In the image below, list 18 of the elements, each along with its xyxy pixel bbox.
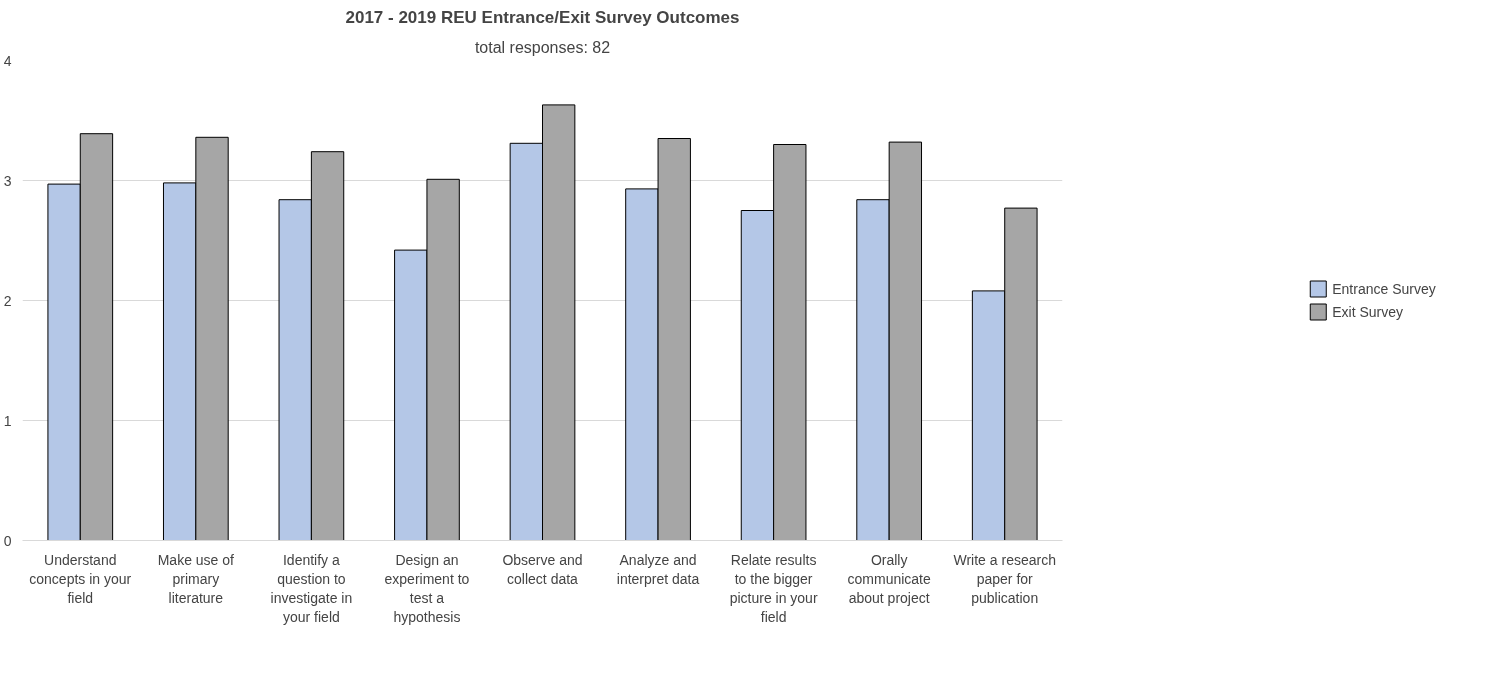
x-tick-label: Orally communicate about project [847,551,932,606]
y-tick-label: 2 [3,292,12,309]
chart-subtitle: total responses: 82 [474,38,611,56]
y-tick-label: 3 [3,172,12,189]
x-tick-label: Write a research paper for publication [953,551,1056,606]
x-tick-label: Observe and collect data [502,551,583,587]
y-tick-label: 4 [3,52,12,69]
x-tick-label: Understand concepts in your field [29,551,132,606]
chart-title: 2017 - 2019 REU Entrance/Exit Survey Outcomes [345,7,740,27]
x-tick-label: Relate results to the bigger picture in your field [729,551,818,626]
x-tick-label: Make use of primary literature [157,551,235,606]
legend-label: Entrance Survey [1332,280,1436,297]
y-tick-label: 0 [3,532,12,549]
y-tick-label: 1 [3,412,12,429]
x-tick-label: Design an experiment to test a hypothesis [384,551,470,626]
legend-label: Exit Survey [1332,303,1404,320]
x-tick-label: Identify a question to investigate in your field [270,551,353,626]
x-tick-label: Analyze and interpret data [616,551,700,587]
